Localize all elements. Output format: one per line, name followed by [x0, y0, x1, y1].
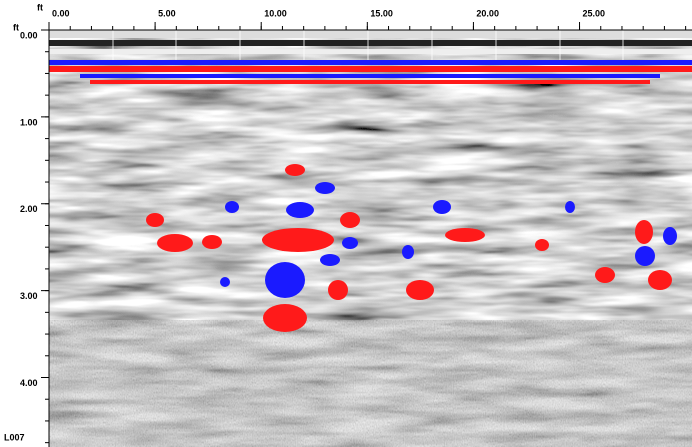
- x-tick-label: 5.00: [158, 8, 176, 18]
- marker-lines: [112, 30, 624, 60]
- y-tick-label: 2.00: [20, 204, 38, 214]
- y-tick-label: 0.00: [20, 30, 38, 40]
- y-tick-label: 1.00: [20, 117, 38, 127]
- profile-label: L007: [4, 432, 25, 442]
- x-tick-label: 0.00: [52, 8, 70, 18]
- radargram-image: [49, 30, 692, 447]
- x-tick-label: 25.00: [583, 8, 606, 18]
- x-unit: ft: [37, 2, 43, 12]
- x-tick-label: 10.00: [264, 8, 287, 18]
- y-tick-label: 4.00: [20, 378, 38, 388]
- y-unit: ft: [13, 22, 19, 32]
- x-tick-label: 15.00: [370, 8, 393, 18]
- x-tick-label: 20.00: [476, 8, 499, 18]
- y-tick-label: 3.00: [20, 291, 38, 301]
